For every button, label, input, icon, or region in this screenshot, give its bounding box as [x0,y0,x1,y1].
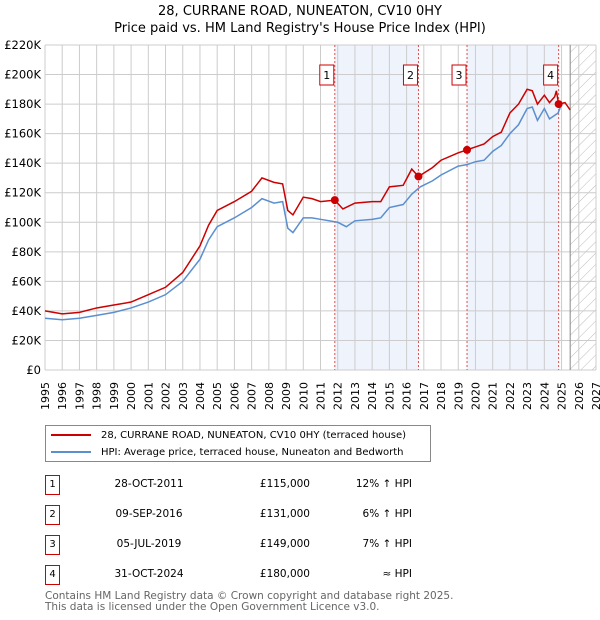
x-tick-label: 2019 [452,382,465,410]
footer-copyright: Contains HM Land Registry data © Crown c… [45,590,454,602]
x-tick-label: 2005 [211,382,224,410]
x-tick-label: 1999 [108,382,121,410]
shaded-period [334,45,419,370]
sale-hpi-delta: 6% ↑ HPI [362,508,412,520]
sale-label-box [402,64,418,86]
x-tick-label: 2007 [246,382,259,410]
x-tick-label: 2027 [590,382,600,410]
sale-number-badge: 1 [45,475,60,495]
sale-number-badge: 4 [45,565,60,585]
sale-number-badge: 3 [45,535,60,555]
legend-swatch [51,434,91,436]
y-tick-label: £100K [4,215,41,229]
hpi-line [44,103,563,321]
sale-date: 09-SEP-2016 [115,508,183,520]
sale-price: £115,000 [259,478,310,490]
sale-price: £131,000 [259,508,310,520]
y-tick-label: £40K [12,304,42,318]
sale-price: £149,000 [259,538,310,550]
y-tick-label: £120K [4,186,41,200]
y-tick-label: £220K [4,38,41,52]
sale-row: 3 05-JUL-2019 £149,000 7% ↑ HPI [45,535,425,555]
sale-label: 3 [456,69,463,82]
x-tick-label: 2017 [418,382,431,410]
y-tick-label: £60K [12,274,42,288]
sale-hpi-delta: 12% ↑ HPI [355,478,412,490]
footer-licence: This data is licensed under the Open Gov… [45,601,380,613]
sale-label-box [451,64,467,86]
forecast-hatch [570,45,596,370]
sale-hpi-delta: 7% ↑ HPI [362,538,412,550]
sale-label: 2 [407,69,414,82]
x-tick-label: 2006 [228,382,241,410]
y-tick-label: £180K [4,97,41,111]
x-tick-label: 2010 [297,382,310,410]
y-tick-label: £140K [4,156,41,170]
sale-price: £180,000 [259,568,310,580]
shaded-period [467,45,559,370]
sale-point [414,172,423,181]
sale-date: 31-OCT-2024 [114,568,184,580]
x-tick-label: 1998 [91,382,104,410]
sale-point [463,145,472,154]
sale-point [554,100,563,109]
x-tick-label: 2016 [401,382,414,410]
sale-label: 4 [547,69,554,82]
sale-number-badge: 2 [45,505,60,525]
x-tick-label: 2009 [280,382,293,410]
chart-subtitle: Price paid vs. HM Land Registry's House … [114,21,486,36]
y-tick-label: £0 [26,363,41,377]
sale-row: 2 09-SEP-2016 £131,000 6% ↑ HPI [45,505,425,525]
sale-label-box [543,64,559,86]
y-tick-label: £200K [4,68,41,82]
x-tick-label: 2020 [469,382,482,410]
x-tick-label: 2003 [177,382,190,410]
sale-hpi-delta: ≈ HPI [382,568,412,580]
x-tick-label: 2021 [487,382,500,410]
x-tick-label: 2023 [521,382,534,410]
x-tick-label: 2011 [315,382,328,410]
x-tick-label: 2002 [160,382,173,410]
legend-label: 28, CURRANE ROAD, NUNEATON, CV10 0HY (te… [101,429,406,441]
x-tick-label: 2024 [538,382,551,410]
x-tick-label: 2026 [573,382,586,410]
x-tick-label: 2013 [349,382,362,410]
x-tick-label: 2008 [263,382,276,410]
legend-item-property: 28, CURRANE ROAD, NUNEATON, CV10 0HY (te… [46,427,406,443]
x-tick-label: 1996 [56,382,69,410]
y-tick-label: £160K [4,127,41,141]
sale-point [330,196,339,205]
sale-label: 1 [323,69,330,82]
x-tick-label: 1997 [73,382,86,410]
x-tick-label: 2015 [383,382,396,410]
x-tick-label: 2000 [125,382,138,410]
chart-title: 28, CURRANE ROAD, NUNEATON, CV10 0HY [158,4,442,19]
x-tick-label: 2004 [194,382,207,410]
y-tick-label: £20K [12,333,42,347]
legend-label: HPI: Average price, terraced house, Nune… [101,446,404,458]
x-tick-label: 2014 [366,382,379,410]
legend-item-hpi: HPI: Average price, terraced house, Nune… [46,444,404,460]
sale-date: 28-OCT-2011 [114,478,184,490]
x-tick-label: 2025 [556,382,569,410]
y-tick-label: £80K [12,245,42,259]
x-tick-label: 2018 [435,382,448,410]
legend-swatch [51,451,91,453]
x-tick-label: 2022 [504,382,517,410]
price-chart: 1995 1996 1997 1998 1999 2000 2001 2002 2003 2004… [4,38,600,410]
sale-row: 4 31-OCT-2024 £180,000 ≈ HPI [45,565,425,585]
sale-date: 05-JUL-2019 [116,538,182,550]
x-tick-label: 2012 [332,382,345,410]
property-price-line [44,88,571,315]
x-tick-label: 2001 [142,382,155,410]
x-tick-label: 1995 [39,382,52,410]
sale-row: 1 28-OCT-2011 £115,000 12% ↑ HPI [45,475,425,495]
sale-label-box [319,64,335,86]
legend: 28, CURRANE ROAD, NUNEATON, CV10 0HY (te… [45,425,431,462]
